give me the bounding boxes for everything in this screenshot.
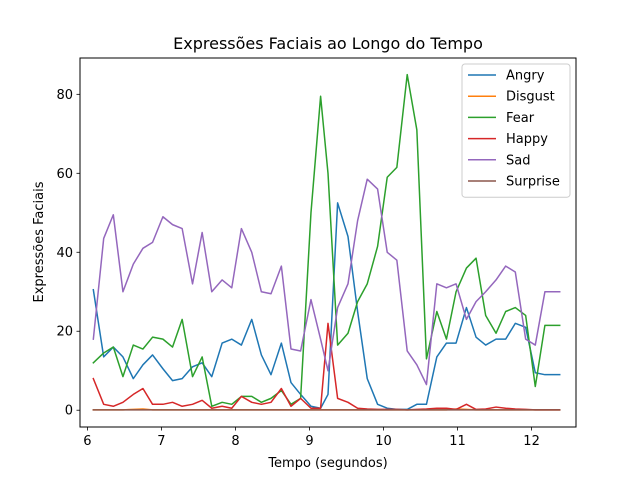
y-tick-label: 80 (56, 88, 73, 103)
legend-box (461, 63, 571, 198)
x-axis-label: Tempo (segundos) (267, 456, 387, 471)
legend-label-angry: Angry (506, 69, 545, 84)
legend-label-disgust: Disgust (506, 90, 555, 105)
series-line-angry (92, 202, 561, 411)
x-tick-label: 7 (157, 434, 165, 449)
y-tick-label: 40 (56, 246, 73, 261)
y-tick-label: 20 (56, 325, 73, 340)
x-tick-label: 9 (305, 434, 313, 449)
legend: Angry Disgust Fear Happy Sad Surprise (461, 63, 571, 198)
x-tick-label: 10 (375, 434, 392, 449)
series-line-fear (92, 73, 561, 408)
y-tick-label: 0 (65, 404, 73, 419)
x-tick-label: 6 (83, 434, 91, 449)
legend-label-sad: Sad (506, 153, 530, 168)
series-line-sad (92, 178, 561, 386)
chart-title: Expressões Faciais ao Longo do Tempo (173, 34, 483, 53)
x-tick-label: 12 (523, 434, 540, 449)
legend-label-happy: Happy (506, 132, 548, 147)
series-layer (92, 73, 561, 411)
y-tick-label: 60 (56, 167, 73, 182)
x-tick-label: 8 (231, 434, 239, 449)
plot-frame (79, 57, 577, 428)
legend-label-fear: Fear (506, 111, 535, 126)
ticks-layer: 6 7 8 9 10 11 12 0 20 40 60 80 (56, 88, 539, 449)
y-axis-label: Expressões Faciais (32, 181, 47, 302)
legend-label-surprise: Surprise (506, 175, 560, 190)
x-tick-label: 11 (449, 434, 466, 449)
